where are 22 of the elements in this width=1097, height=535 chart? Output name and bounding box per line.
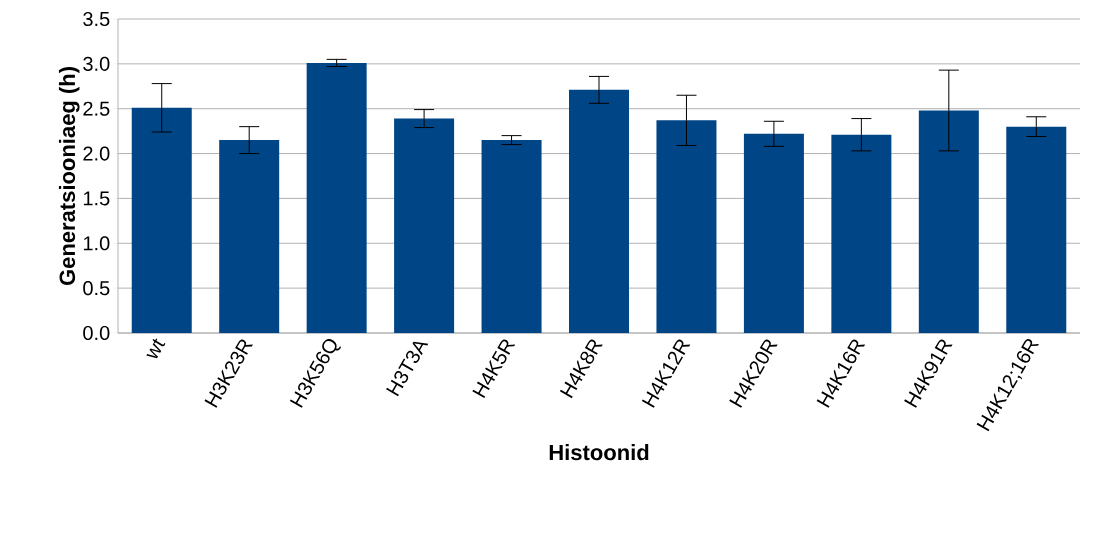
bar: [656, 120, 717, 333]
y-tick-label: 1.0: [83, 236, 110, 251]
x-tick-label: wt: [146, 338, 166, 359]
y-tick-label: 2.0: [83, 146, 110, 161]
y-tick-label: 1.5: [83, 191, 110, 206]
y-tick-label: 3.5: [83, 11, 110, 27]
bar: [569, 89, 629, 333]
bar: [1006, 126, 1067, 333]
bar: [743, 133, 804, 333]
bar: [918, 110, 979, 333]
bar: [481, 140, 542, 333]
y-tick-label: 2.5: [83, 101, 110, 116]
y-axis-title: Generatsiooniaeg (h): [58, 67, 80, 286]
bar: [219, 140, 280, 333]
bar: [394, 118, 455, 333]
x-axis-title: Histoonid: [549, 444, 649, 461]
y-tick-label: 0.0: [83, 325, 110, 341]
bar: [831, 134, 892, 333]
y-tick-label: 0.5: [83, 281, 110, 296]
y-tick-label: 3.0: [83, 56, 110, 71]
bar: [131, 107, 192, 333]
bar: [306, 62, 367, 333]
